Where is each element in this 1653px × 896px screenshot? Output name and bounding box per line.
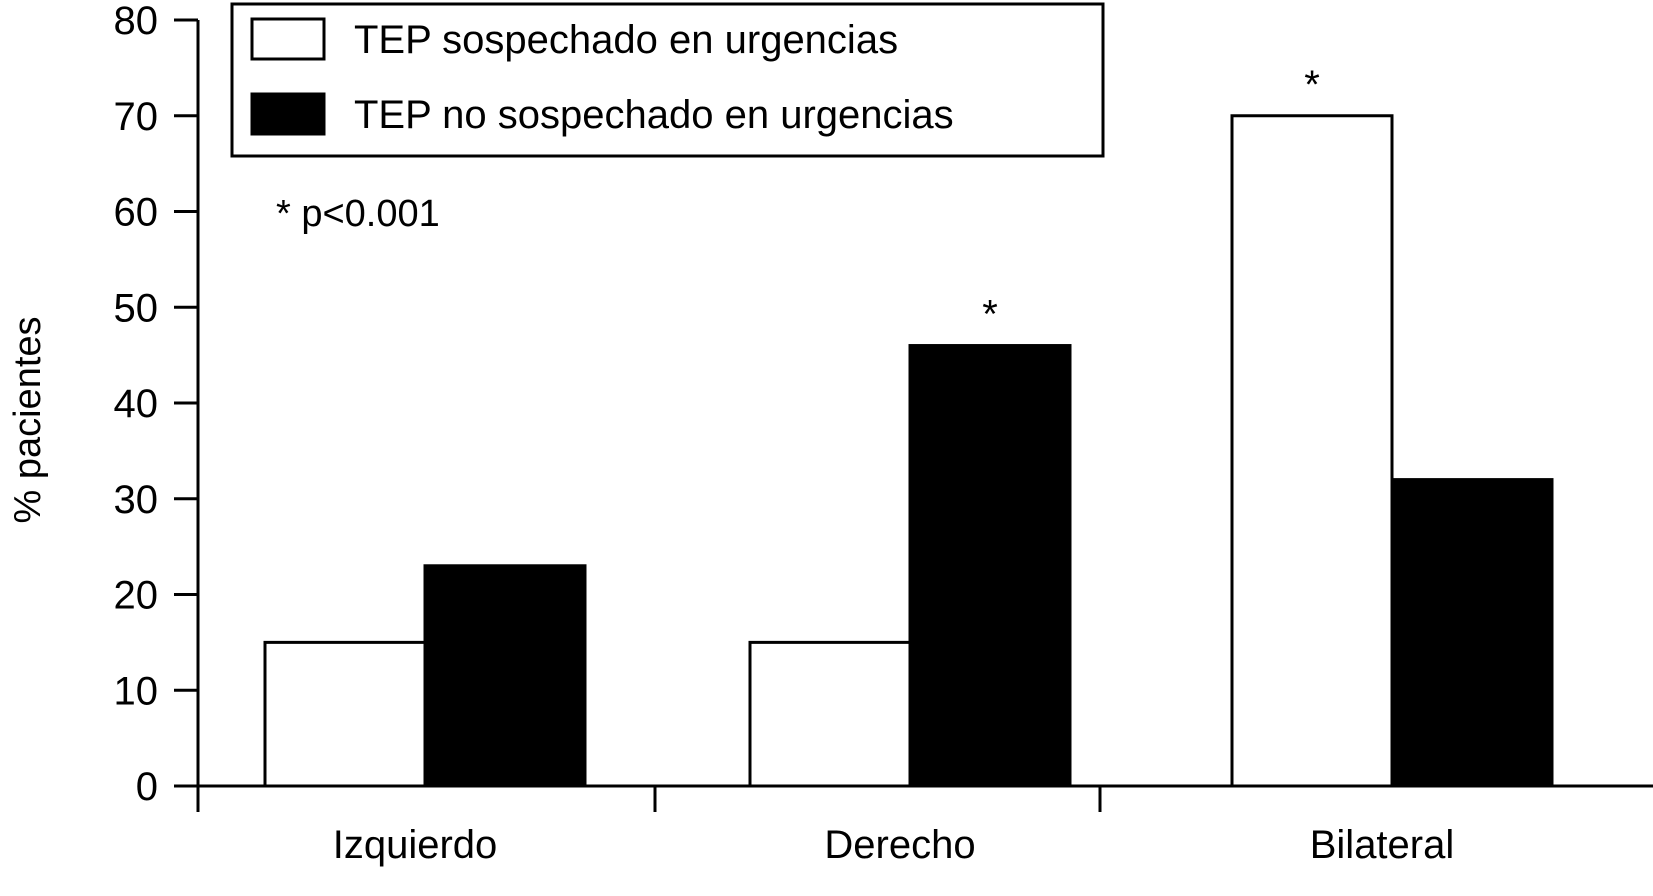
y-axis-label: % pacientes bbox=[7, 316, 49, 523]
legend-label-suspected: TEP sospechado en urgencias bbox=[354, 18, 898, 62]
bar-izquierdo-not-suspected bbox=[423, 564, 587, 788]
x-tick-label: Derecho bbox=[824, 823, 975, 867]
y-tick-label: 30 bbox=[114, 478, 159, 522]
legend-box bbox=[230, 2, 1105, 158]
y-tick-label: 10 bbox=[114, 669, 159, 713]
bars bbox=[263, 114, 1554, 788]
bar-derecho-suspected bbox=[748, 640, 912, 788]
y-tick-label: 20 bbox=[114, 574, 159, 618]
significance-marks: ** bbox=[982, 63, 1320, 337]
y-tick-label: 60 bbox=[114, 191, 159, 235]
bar-derecho-not-suspected bbox=[908, 344, 1072, 788]
significance-star: * bbox=[1304, 63, 1320, 107]
y-axis: 0 10 20 30 40 50 60 70 80 bbox=[114, 0, 200, 812]
y-tick-label: 80 bbox=[114, 0, 159, 43]
bar-izquierdo-suspected bbox=[263, 640, 427, 788]
y-tick-label: 50 bbox=[114, 286, 159, 330]
x-axis: Izquierdo Derecho Bilateral bbox=[196, 784, 1653, 867]
x-tick-label: Izquierdo bbox=[333, 823, 498, 867]
legend-swatch-suspected bbox=[250, 17, 326, 61]
y-tick-label: 0 bbox=[136, 765, 158, 809]
bar-bilateral-not-suspected bbox=[1390, 478, 1554, 788]
legend-swatch-not-suspected bbox=[250, 92, 326, 136]
y-tick-label: 40 bbox=[114, 382, 159, 426]
significance-star: * bbox=[982, 293, 998, 337]
legend: TEP sospechado en urgencias TEP no sospe… bbox=[230, 2, 1105, 158]
significance-note: * p<0.001 bbox=[276, 193, 440, 235]
legend-label-not-suspected: TEP no sospechado en urgencias bbox=[354, 93, 954, 137]
x-tick-label: Bilateral bbox=[1310, 823, 1455, 867]
bar-bilateral-suspected bbox=[1230, 114, 1394, 788]
y-tick-label: 70 bbox=[114, 95, 159, 139]
